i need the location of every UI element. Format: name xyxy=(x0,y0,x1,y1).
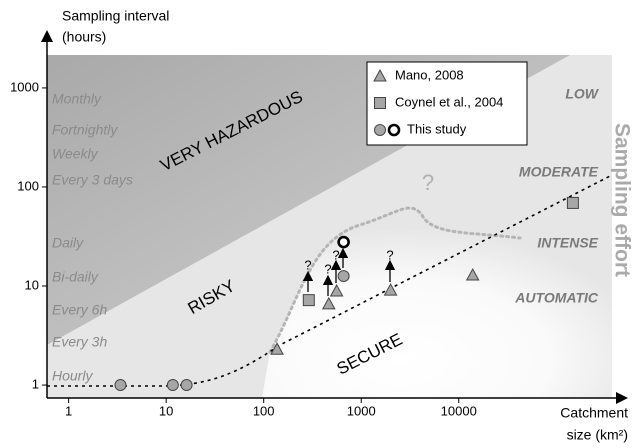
frequency-label: Daily xyxy=(52,235,84,251)
y-tick-label: 1000 xyxy=(10,79,39,94)
effort-level: LOW xyxy=(565,86,599,102)
data-point xyxy=(270,342,284,355)
frequency-label: Fortnightly xyxy=(52,122,118,138)
x-tick-label: 1000 xyxy=(347,403,376,418)
x-tick-label: 100 xyxy=(253,403,275,418)
frequency-label: Weekly xyxy=(52,146,99,162)
data-point xyxy=(337,235,350,249)
frequency-label: Bi-daily xyxy=(52,269,99,285)
effort-level: INTENSE xyxy=(537,235,598,251)
legend-marker xyxy=(374,124,386,136)
x-tick-label: 1 xyxy=(65,403,72,418)
legend-label: Mano, 2008 xyxy=(395,67,464,82)
risky-boundary xyxy=(268,206,522,354)
data-point xyxy=(566,196,579,209)
data-point xyxy=(166,379,179,392)
data-point xyxy=(180,379,193,392)
data-point xyxy=(337,270,350,283)
data-point xyxy=(383,283,398,296)
annotation: ? xyxy=(422,170,434,195)
x-tick-label: 10000 xyxy=(441,403,477,418)
frequency-label: Every 3h xyxy=(52,334,107,350)
y-axis-label: (hours) xyxy=(62,29,106,45)
legend-label: Coynel et al., 2004 xyxy=(395,94,503,109)
y-axis-label: Sampling interval xyxy=(62,8,169,24)
annotation: ? xyxy=(332,247,339,262)
legend-marker xyxy=(374,97,386,109)
effort-level: MODERATE xyxy=(519,164,599,180)
data-point xyxy=(329,283,344,297)
frequency-label: Every 3 days xyxy=(52,172,133,188)
annotation: ? xyxy=(304,257,311,272)
annotation: ? xyxy=(386,247,393,262)
data-point xyxy=(465,268,480,281)
y-tick-label: 10 xyxy=(25,277,39,292)
data-point xyxy=(321,296,336,310)
frequency-label: Monthly xyxy=(52,91,102,107)
data-point xyxy=(114,379,127,392)
effort-level: AUTOMATIC xyxy=(514,290,599,306)
uncertainty-arrows xyxy=(302,247,396,296)
legend-marker xyxy=(387,123,401,137)
effort-title: Sampling effort xyxy=(610,123,633,277)
legend-marker xyxy=(373,68,387,82)
data-point xyxy=(302,294,315,307)
y-tick-label: 1 xyxy=(32,376,39,391)
frequency-label: Hourly xyxy=(52,368,93,384)
x-axis-label: Catchment xyxy=(560,405,628,421)
frequency-label: Every 6h xyxy=(52,302,107,318)
y-tick-label: 100 xyxy=(17,178,39,193)
secure-region xyxy=(262,208,612,398)
annotation: ? xyxy=(324,261,331,276)
legend-label: This study xyxy=(407,121,467,136)
x-tick-label: 10 xyxy=(159,403,173,418)
x-axis-label: size (km²) xyxy=(567,427,628,443)
